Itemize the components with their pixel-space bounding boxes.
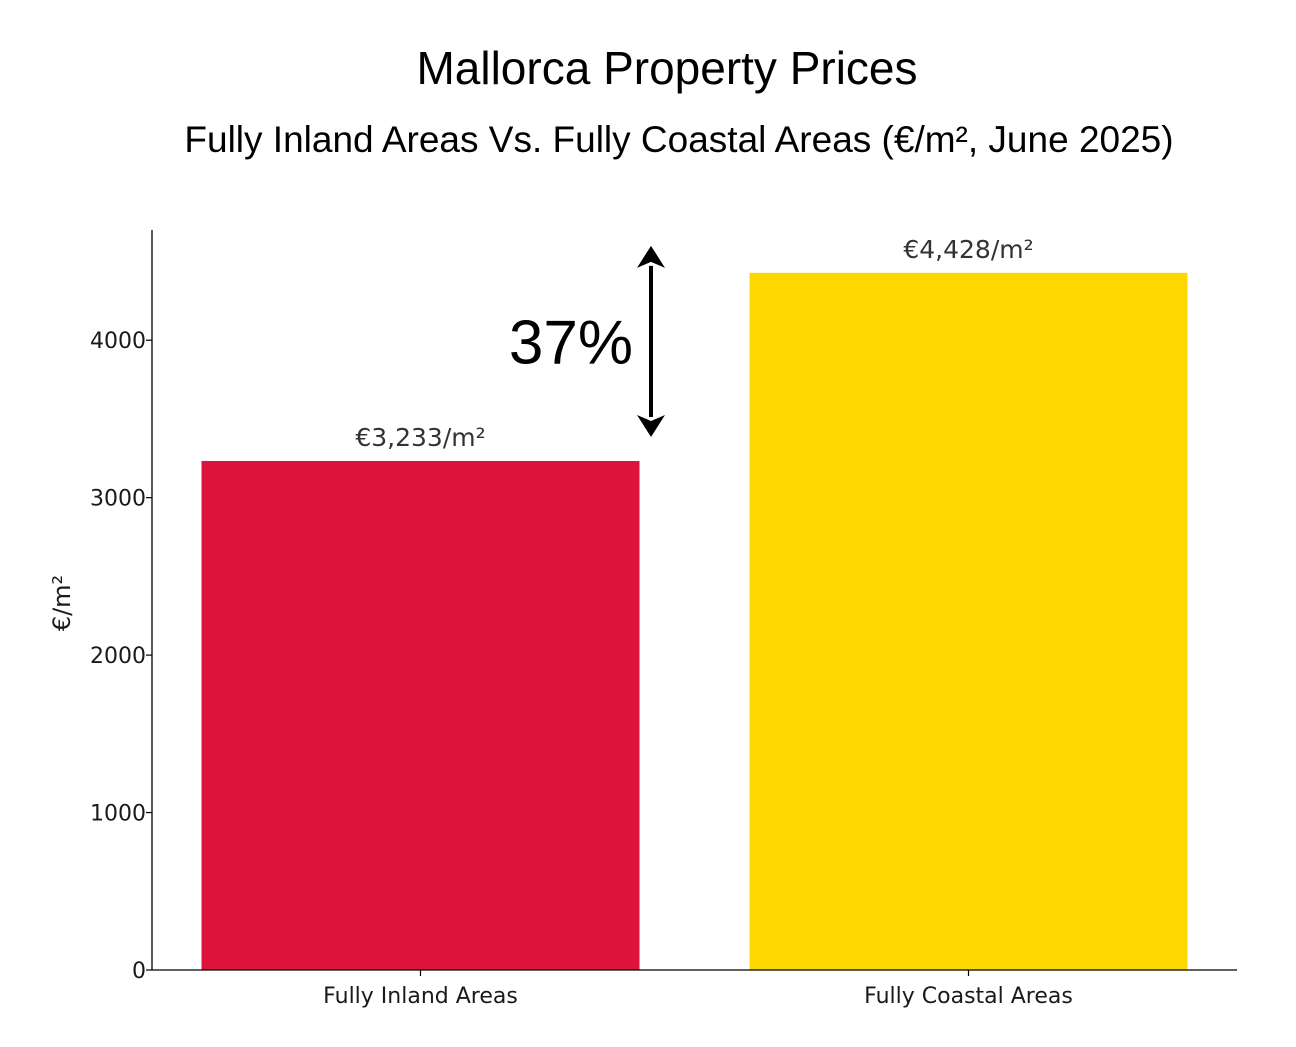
y-tick-label: 1000 [90,802,146,827]
bar-value-label: €3,233/m² [355,423,485,452]
chart-subtitle: Fully Inland Areas Vs. Fully Coastal Are… [184,119,1173,160]
arrow-head-down-icon [637,414,665,437]
x-axis-ticks: Fully Inland Areas Fully Coastal Areas [323,970,1073,1009]
y-axis-label: €/m² [48,575,76,631]
y-tick-label: 3000 [90,487,146,512]
difference-annotation: 37% [509,245,665,437]
x-tick-label: Fully Inland Areas [323,984,518,1009]
bars [201,272,1188,970]
y-tick-label: 0 [132,959,146,984]
y-tick-label: 4000 [90,329,146,354]
data-labels: €3,233/m² €4,428/m² [355,235,1033,452]
x-tick-label: Fully Coastal Areas [864,984,1073,1009]
arrow-head-up-icon [637,245,665,268]
difference-percent-label: 37% [509,308,633,377]
y-tick-label: 2000 [90,644,146,669]
bar-inland [201,460,640,970]
y-axis-ticks: 0 1000 2000 3000 4000 [90,329,152,984]
bar-value-label: €4,428/m² [903,235,1033,264]
chart-title: Mallorca Property Prices [416,42,917,94]
bar-coastal [749,272,1188,970]
